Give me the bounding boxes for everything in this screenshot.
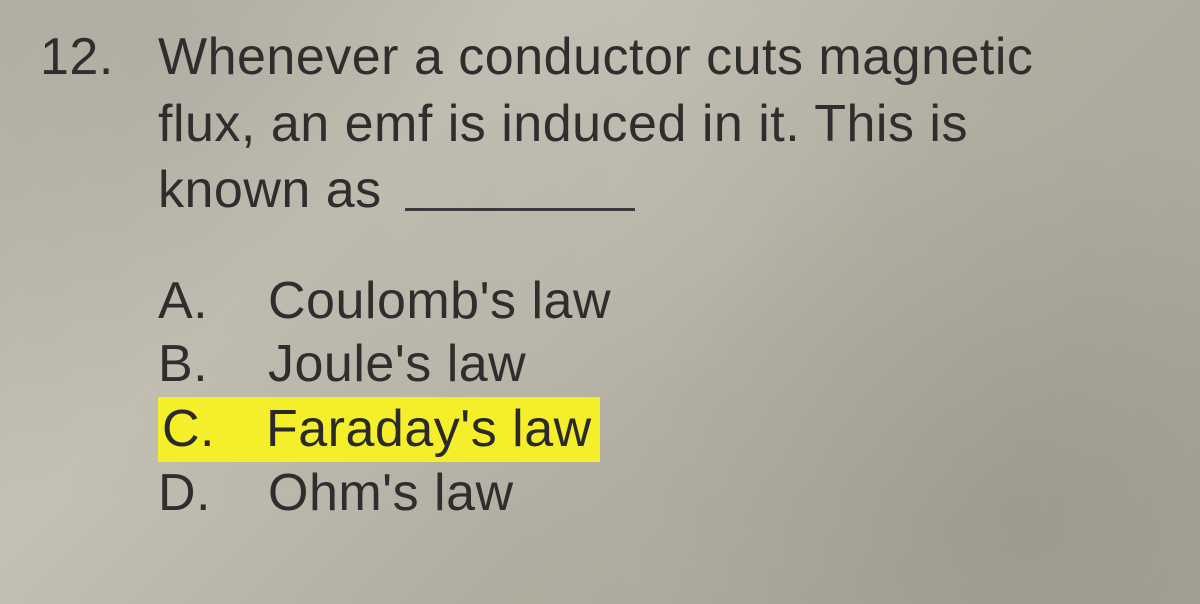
question-text-line-3: known as <box>158 161 382 219</box>
options-list: A. Coulomb's law B. Joule's law C. Farad… <box>158 270 1160 526</box>
question-line-3: known as <box>158 157 1160 224</box>
option-letter: A. <box>158 270 268 333</box>
question-block: 12. Whenever a conductor cuts magnetic f… <box>40 24 1160 525</box>
highlight-mark: C. Faraday's law <box>158 397 600 462</box>
option-letter: D. <box>158 462 268 525</box>
question-line-1: 12. Whenever a conductor cuts magnetic <box>40 24 1160 91</box>
paper-background: 12. Whenever a conductor cuts magnetic f… <box>0 0 1200 604</box>
option-letter: C. <box>162 398 266 461</box>
option-text: Faraday's law <box>266 398 592 461</box>
option-text: Coulomb's law <box>268 270 611 333</box>
question-number: 12. <box>40 24 158 91</box>
option-d: D. Ohm's law <box>158 462 1160 525</box>
question-line-2: flux, an emf is induced in it. This is <box>158 91 1160 158</box>
option-letter: B. <box>158 333 268 396</box>
option-c-highlighted: C. Faraday's law <box>158 397 1160 462</box>
option-a: A. Coulomb's law <box>158 270 1160 333</box>
question-text-line-2: flux, an emf is induced in it. This is <box>158 95 968 153</box>
question-text-line-1: Whenever a conductor cuts magnetic <box>158 24 1033 91</box>
option-text: Ohm's law <box>268 462 514 525</box>
option-text: Joule's law <box>268 333 526 396</box>
option-b: B. Joule's law <box>158 333 1160 396</box>
fill-blank-line <box>405 164 635 211</box>
